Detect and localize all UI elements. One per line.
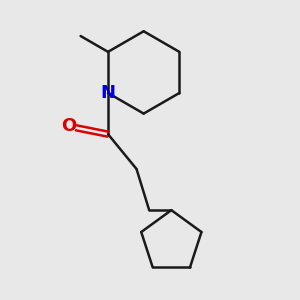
Text: O: O <box>61 117 76 135</box>
Text: N: N <box>100 84 116 102</box>
